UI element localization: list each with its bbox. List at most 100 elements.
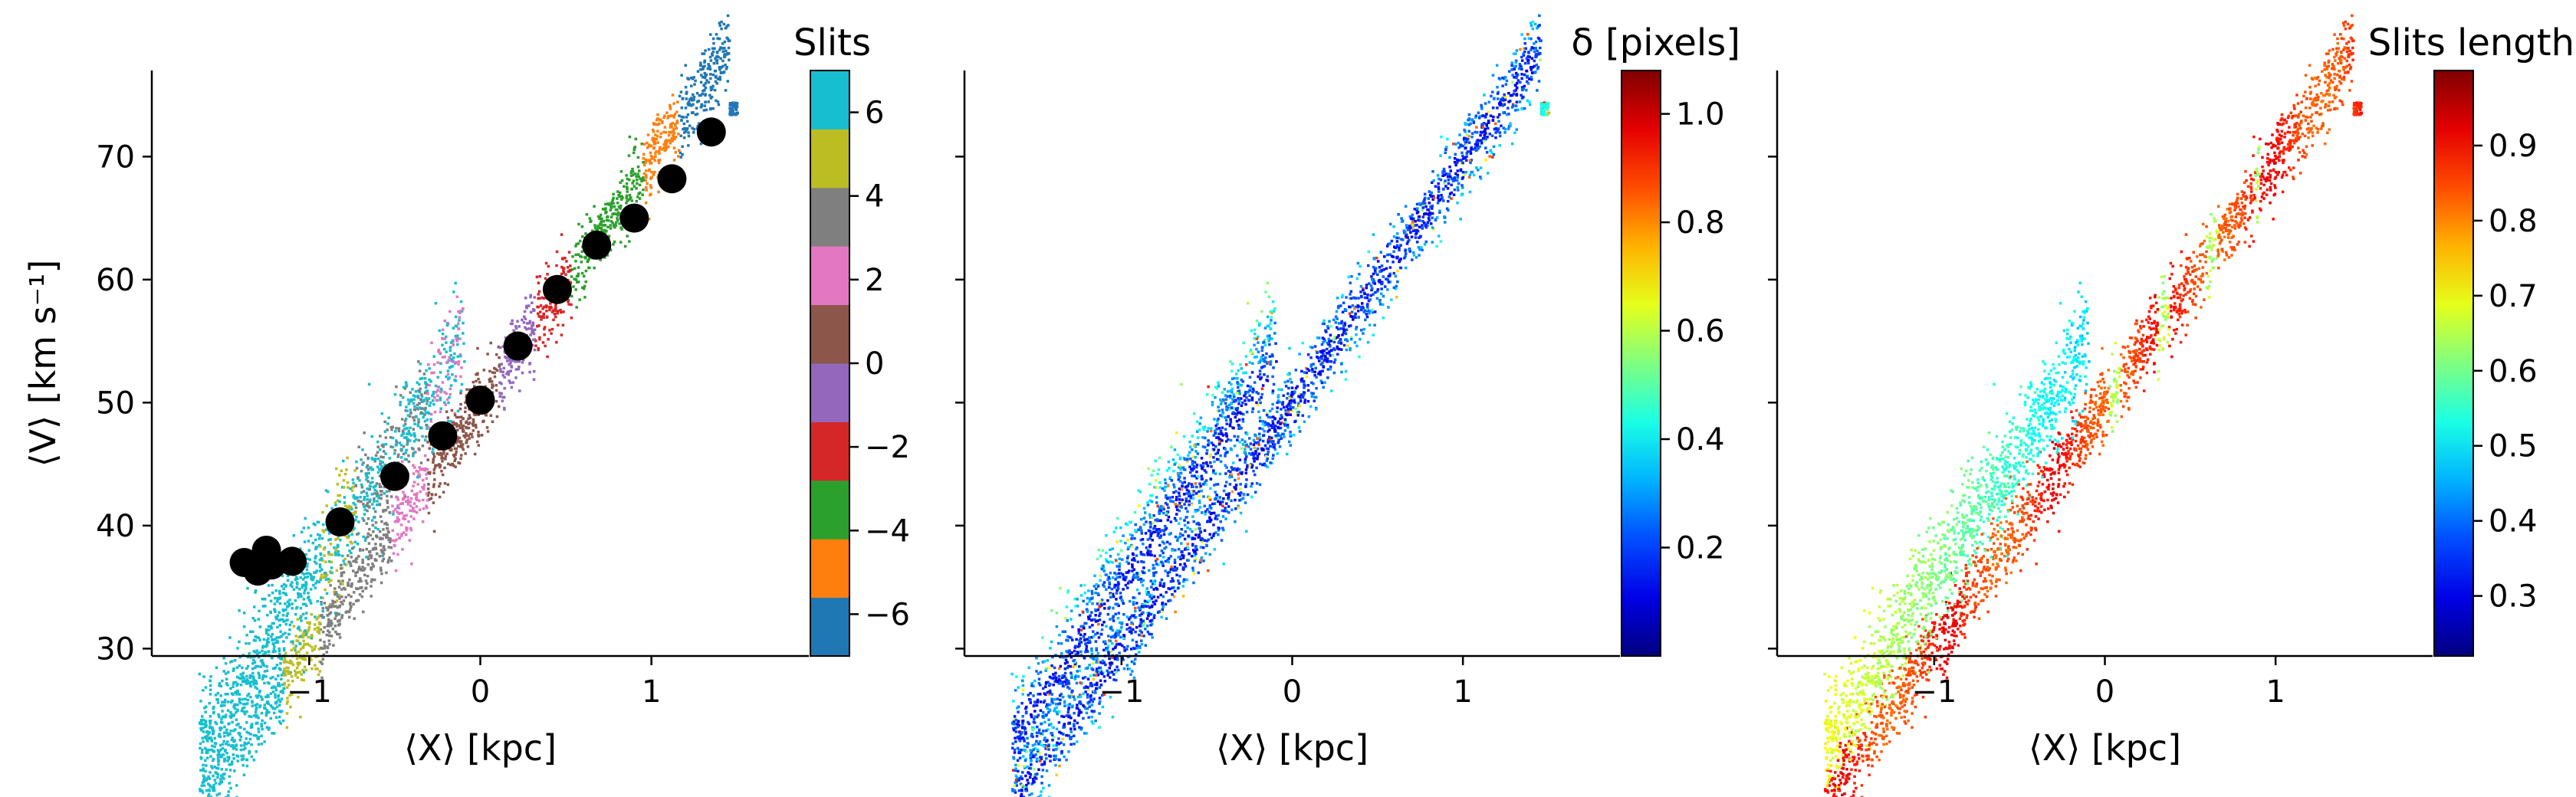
data-point xyxy=(255,649,259,652)
data-point xyxy=(1169,580,1173,583)
data-point xyxy=(727,39,731,43)
data-point xyxy=(425,397,428,400)
data-point xyxy=(629,171,633,175)
data-point xyxy=(494,367,498,371)
data-point xyxy=(1490,151,1493,155)
data-point xyxy=(281,671,285,675)
data-point xyxy=(257,636,261,640)
data-point xyxy=(531,323,535,326)
data-point xyxy=(261,653,265,656)
data-point xyxy=(210,765,213,768)
data-point xyxy=(1262,340,1266,344)
data-point xyxy=(617,212,620,216)
data-point xyxy=(1262,408,1266,412)
data-point xyxy=(225,677,228,681)
data-point xyxy=(262,674,265,677)
data-point xyxy=(321,616,324,619)
data-point xyxy=(271,650,275,654)
data-point xyxy=(214,720,217,724)
data-point xyxy=(500,362,504,366)
data-point xyxy=(529,310,533,314)
data-point xyxy=(1138,573,1141,577)
data-point xyxy=(245,737,248,740)
data-point xyxy=(536,312,540,315)
data-point xyxy=(492,366,496,370)
data-point xyxy=(1100,604,1103,607)
data-point xyxy=(1203,425,1207,428)
data-point xyxy=(377,494,380,497)
data-point xyxy=(1152,469,1155,473)
data-point xyxy=(649,184,652,187)
data-point xyxy=(1144,532,1148,535)
data-point xyxy=(614,212,617,215)
data-point xyxy=(334,630,337,634)
data-point xyxy=(1256,403,1260,406)
data-point xyxy=(1359,290,1362,294)
data-point xyxy=(692,98,695,101)
data-point xyxy=(1452,142,1455,146)
data-point xyxy=(445,375,448,379)
data-point xyxy=(1135,574,1139,577)
data-point xyxy=(352,501,355,505)
data-point xyxy=(213,745,216,749)
data-point xyxy=(1522,54,1526,57)
data-point xyxy=(270,635,273,638)
data-point xyxy=(626,235,629,238)
data-point xyxy=(254,704,257,707)
data-point xyxy=(554,315,557,319)
data-point xyxy=(406,499,410,502)
data-point xyxy=(729,107,733,110)
data-point xyxy=(646,146,649,149)
data-point xyxy=(400,511,404,515)
data-point xyxy=(242,710,246,713)
data-point xyxy=(635,175,638,179)
data-point xyxy=(645,173,648,177)
data-point xyxy=(1166,574,1170,577)
data-point xyxy=(1126,667,1130,671)
data-point xyxy=(219,684,223,688)
data-point xyxy=(273,638,277,641)
data-point xyxy=(1101,549,1105,553)
data-point xyxy=(1428,193,1432,197)
data-point xyxy=(330,507,334,510)
data-point xyxy=(632,146,636,149)
data-point xyxy=(1097,622,1100,626)
data-point xyxy=(1305,371,1308,375)
data-point xyxy=(316,667,319,671)
data-point xyxy=(386,428,389,431)
data-point xyxy=(1012,728,1016,732)
data-point xyxy=(235,795,238,797)
data-point xyxy=(238,664,242,667)
data-point xyxy=(323,572,327,575)
data-point xyxy=(232,713,236,717)
data-point xyxy=(498,356,501,359)
data-point xyxy=(1146,503,1150,507)
data-point xyxy=(1043,763,1046,766)
data-point xyxy=(1534,71,1537,74)
data-point xyxy=(1334,321,1338,324)
data-point xyxy=(257,717,260,720)
data-point xyxy=(531,301,534,305)
data-point xyxy=(1050,693,1053,696)
data-point xyxy=(436,361,439,364)
data-point xyxy=(1054,754,1057,758)
data-point xyxy=(425,504,428,508)
data-point xyxy=(232,729,235,733)
data-point xyxy=(285,669,289,673)
data-point xyxy=(413,408,417,412)
data-point xyxy=(248,737,252,741)
data-point xyxy=(1126,555,1130,558)
data-point xyxy=(1240,438,1244,441)
data-point xyxy=(268,710,271,714)
data-point xyxy=(242,748,245,751)
data-point xyxy=(1027,782,1030,785)
data-point xyxy=(1194,482,1198,485)
data-point xyxy=(600,217,603,221)
data-point xyxy=(695,91,699,95)
data-point xyxy=(625,202,628,205)
data-point xyxy=(584,280,587,284)
data-point xyxy=(1110,587,1114,591)
data-point xyxy=(421,435,424,438)
data-point xyxy=(446,369,450,372)
data-point xyxy=(1520,67,1523,71)
